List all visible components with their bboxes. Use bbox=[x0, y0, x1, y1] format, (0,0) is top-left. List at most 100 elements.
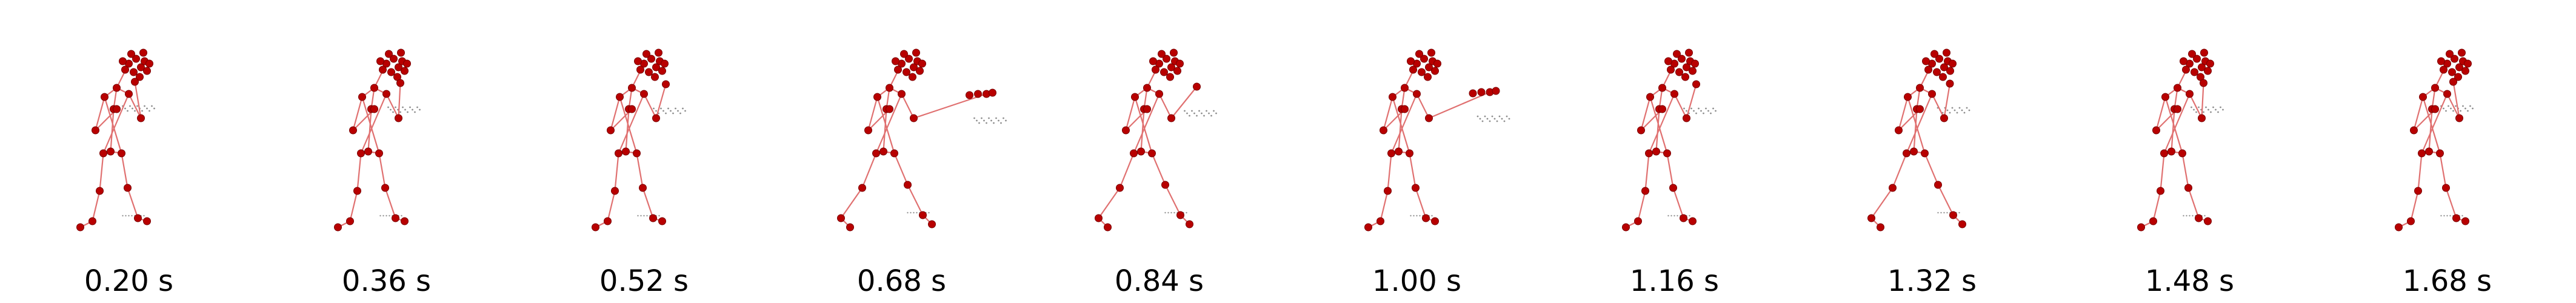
joint-marker bbox=[1673, 50, 1681, 58]
joint-marker bbox=[1669, 184, 1677, 192]
motion-trail-dot bbox=[1196, 115, 1198, 117]
skeleton-bone bbox=[2201, 82, 2204, 119]
motion-trail-dot bbox=[981, 117, 983, 119]
joint-marker bbox=[1167, 114, 1175, 122]
skeleton-bone bbox=[614, 153, 619, 191]
motion-trail-dot bbox=[1481, 120, 1484, 122]
motion-trail-dot bbox=[2195, 111, 2197, 113]
joint-marker bbox=[2186, 90, 2194, 98]
joint-marker bbox=[403, 59, 411, 68]
joint-marker bbox=[125, 90, 133, 98]
motion-trail-dot bbox=[151, 105, 153, 107]
skeleton-bone bbox=[102, 93, 130, 154]
joint-marker bbox=[1116, 184, 1124, 192]
joint-marker bbox=[2437, 57, 2445, 65]
joint-marker bbox=[387, 68, 395, 76]
motion-trail-dot bbox=[2452, 110, 2454, 112]
joint-marker bbox=[2440, 65, 2448, 74]
joint-marker bbox=[905, 55, 913, 63]
skeleton-bone bbox=[384, 187, 396, 219]
joint-marker bbox=[892, 57, 899, 65]
pose-frame bbox=[837, 48, 1007, 231]
joint-marker bbox=[872, 149, 880, 158]
joint-marker bbox=[1949, 211, 1957, 219]
skeleton-bone bbox=[1429, 91, 1490, 119]
joint-marker bbox=[1155, 90, 1163, 98]
joint-marker bbox=[392, 214, 399, 222]
joint-marker bbox=[2448, 68, 2456, 76]
joint-marker bbox=[88, 217, 96, 225]
joint-marker bbox=[1645, 149, 1653, 158]
motion-trail-dot bbox=[998, 119, 999, 122]
joint-marker bbox=[2204, 217, 2212, 225]
motion-trail-dot bbox=[2469, 105, 2471, 107]
motion-trail-dot bbox=[1693, 110, 1695, 112]
skeleton-bone bbox=[2452, 81, 2460, 119]
motion-trail-dot bbox=[401, 215, 402, 217]
skeleton-bone bbox=[1906, 93, 1933, 154]
joint-marker bbox=[1173, 67, 1181, 75]
joint-marker bbox=[379, 65, 387, 74]
joint-marker bbox=[1933, 68, 1941, 76]
motion-trail-dot bbox=[2203, 111, 2204, 113]
skeleton-bone bbox=[636, 153, 644, 188]
joint-marker bbox=[658, 67, 666, 75]
motion-trail-dot bbox=[990, 119, 992, 122]
joint-marker bbox=[131, 78, 139, 86]
motion-trail-dot bbox=[2212, 106, 2214, 108]
joint-marker bbox=[919, 211, 927, 219]
motion-trail-dot bbox=[2450, 107, 2452, 110]
joint-marker bbox=[1431, 217, 1439, 225]
skeleton-bone bbox=[1924, 153, 1939, 185]
motion-trail-dot bbox=[1496, 120, 1498, 122]
joint-marker bbox=[647, 55, 655, 63]
skeleton-bone bbox=[134, 81, 142, 119]
motion-trail-dot bbox=[2446, 215, 2448, 217]
joint-marker bbox=[353, 187, 361, 195]
joint-marker bbox=[1904, 93, 1912, 101]
motion-trail-dot bbox=[2467, 110, 2469, 112]
joint-marker bbox=[145, 59, 153, 68]
joint-marker bbox=[645, 68, 653, 76]
motion-trail-dot bbox=[2464, 107, 2466, 110]
joint-marker bbox=[1658, 105, 1666, 113]
joint-marker bbox=[1469, 89, 1477, 98]
motion-trail-dot bbox=[1707, 110, 1709, 112]
motion-trail-dot bbox=[395, 106, 396, 108]
joint-marker bbox=[2442, 184, 2450, 192]
joint-marker bbox=[2443, 90, 2451, 98]
motion-trail-dot bbox=[1506, 115, 1508, 118]
joint-marker bbox=[136, 73, 144, 81]
joint-marker bbox=[1422, 214, 1430, 222]
skeleton-bone bbox=[643, 93, 657, 119]
skeleton-bone bbox=[1151, 153, 1166, 185]
joint-marker bbox=[2461, 67, 2469, 75]
motion-trail-dot bbox=[916, 211, 918, 214]
joint-marker bbox=[2137, 223, 2145, 231]
joint-marker bbox=[2174, 105, 2181, 113]
motion-trail-dot bbox=[1703, 112, 1704, 115]
joint-marker bbox=[1431, 67, 1439, 75]
skeleton-bone bbox=[2189, 93, 2203, 119]
skeleton-bone bbox=[99, 153, 104, 191]
motion-trail-dot bbox=[677, 110, 679, 112]
motion-trail-dot bbox=[660, 107, 662, 110]
motion-trail-dot bbox=[1954, 109, 1956, 112]
motion-trail-dot bbox=[1213, 110, 1215, 112]
motion-trail-dot bbox=[2220, 106, 2221, 108]
skeleton-bone bbox=[1686, 84, 1697, 119]
joint-marker bbox=[2458, 48, 2466, 57]
motion-trail-dot bbox=[665, 112, 667, 115]
motion-trail-dot bbox=[1949, 112, 1951, 114]
motion-trail-dot bbox=[1431, 215, 1433, 217]
pose-frame bbox=[2395, 48, 2474, 231]
joint-marker bbox=[1683, 114, 1690, 122]
motion-trail-dot bbox=[1215, 112, 1217, 115]
joint-marker bbox=[2452, 214, 2460, 222]
joint-marker bbox=[1425, 63, 1433, 72]
joint-marker bbox=[846, 223, 854, 231]
joint-marker bbox=[1433, 59, 1441, 68]
joint-marker bbox=[918, 59, 926, 68]
joint-marker bbox=[1895, 126, 1903, 135]
motion-trail-dot bbox=[2443, 107, 2444, 110]
